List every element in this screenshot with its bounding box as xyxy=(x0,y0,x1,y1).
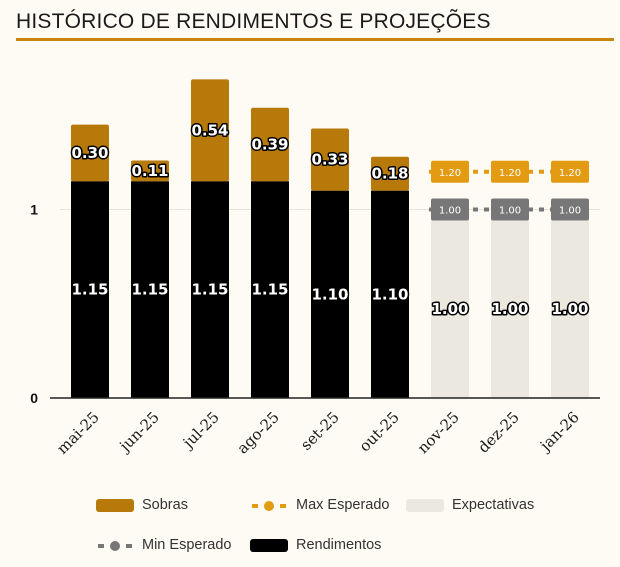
label-max: 1.20 xyxy=(559,168,581,179)
label-min-badge: 1.00 xyxy=(491,198,529,221)
label-min: 1.00 xyxy=(439,206,461,217)
title-underline xyxy=(16,38,614,41)
label-max: 1.20 xyxy=(439,168,461,179)
bar-sobras xyxy=(371,156,409,191)
legend-label-min: Min Esperado xyxy=(142,537,232,553)
bar-rendimentos xyxy=(371,190,409,398)
legend-item-sobras[interactable]: Sobras xyxy=(96,497,188,513)
label-sobras: 0.30 xyxy=(71,144,108,162)
label-max-badge-bg xyxy=(431,160,469,183)
label-rendimentos: 1.15 xyxy=(71,281,108,299)
label-rendimentos: 1.10 xyxy=(371,285,408,303)
legend-swatch-rendimentos xyxy=(250,538,288,552)
label-rendimentos: 1.15 xyxy=(251,281,288,299)
bar-rendimentos xyxy=(131,181,169,398)
bar-expectativas xyxy=(431,209,469,398)
y-tick-label: 1 xyxy=(30,202,38,218)
x-tick-label: dez-25 xyxy=(474,408,522,456)
x-tick-label: out-25 xyxy=(356,408,403,455)
legend-swatch-max xyxy=(250,499,288,512)
label-expectativas: 1.00 xyxy=(551,300,588,318)
legend-swatch-sobras xyxy=(96,498,134,512)
x-tick-label: nov-25 xyxy=(414,408,463,457)
label-max-badge-bg xyxy=(491,160,529,183)
legend-swatch-expectativas xyxy=(406,498,444,512)
bar-chart: 0 1 1.15 0.30 1.15 0.11 1.15 0.54 1.15 0.39 1.10 0.… xyxy=(30,79,600,458)
label-rendimentos: 1.10 xyxy=(311,285,348,303)
x-tick-label: mai-25 xyxy=(53,408,103,458)
label-max: 1.20 xyxy=(499,168,521,179)
legend-item-max[interactable]: Max Esperado xyxy=(250,497,390,513)
y-tick-label: 0 xyxy=(30,390,38,406)
bar-rendimentos xyxy=(251,181,289,398)
label-sobras: 0.18 xyxy=(371,165,408,183)
x-tick-label: set-25 xyxy=(297,408,343,454)
label-min-badge-bg xyxy=(491,198,529,221)
label-expectativas: 1.00 xyxy=(491,300,528,318)
label-max-badge: 1.20 xyxy=(551,160,589,183)
label-rendimentos: 1.15 xyxy=(131,281,168,299)
bar-sobras xyxy=(191,79,229,182)
x-tick-label: jan-26 xyxy=(535,408,583,456)
label-min: 1.00 xyxy=(559,206,581,217)
legend-swatch-min xyxy=(96,539,134,552)
label-max-badge: 1.20 xyxy=(491,160,529,183)
label-min-badge: 1.00 xyxy=(431,198,469,221)
bar-sobras xyxy=(311,128,349,191)
label-expectativas: 1.00 xyxy=(431,300,468,318)
legend-label-max: Max Esperado xyxy=(296,497,390,513)
label-sobras: 0.39 xyxy=(251,135,288,153)
x-tick-label: ago-25 xyxy=(234,408,283,457)
legend-label-sobras: Sobras xyxy=(142,497,188,513)
label-sobras: 0.54 xyxy=(191,121,228,139)
legend-label-expectativas: Expectativas xyxy=(452,497,535,513)
label-min-badge-bg xyxy=(551,198,589,221)
legend-label-rendimentos: Rendimentos xyxy=(296,537,382,553)
label-min: 1.00 xyxy=(499,206,521,217)
label-max-badge: 1.20 xyxy=(431,160,469,183)
bar-rendimentos xyxy=(71,181,109,398)
x-tick-label: jun-25 xyxy=(115,408,163,456)
label-min-badge: 1.00 xyxy=(551,198,589,221)
bar-rendimentos xyxy=(191,181,229,398)
bar-expectativas xyxy=(491,209,529,398)
legend-item-expectativas[interactable]: Expectativas xyxy=(406,497,534,513)
chart-title: HISTÓRICO DE RENDIMENTOS E PROJEÇÕES xyxy=(16,10,491,33)
bar-sobras xyxy=(71,124,109,182)
bar-sobras xyxy=(131,160,169,182)
legend-item-min[interactable]: Min Esperado xyxy=(96,537,231,553)
label-rendimentos: 1.15 xyxy=(191,281,228,299)
bar-sobras xyxy=(251,107,289,182)
label-min-badge-bg xyxy=(431,198,469,221)
x-tick-label: jul-25 xyxy=(178,408,223,453)
legend-item-rendimentos[interactable]: Rendimentos xyxy=(250,537,381,553)
label-max-badge-bg xyxy=(551,160,589,183)
bar-rendimentos xyxy=(311,190,349,398)
label-sobras: 0.11 xyxy=(131,162,168,180)
bar-expectativas xyxy=(551,209,589,398)
label-sobras: 0.33 xyxy=(311,151,348,169)
